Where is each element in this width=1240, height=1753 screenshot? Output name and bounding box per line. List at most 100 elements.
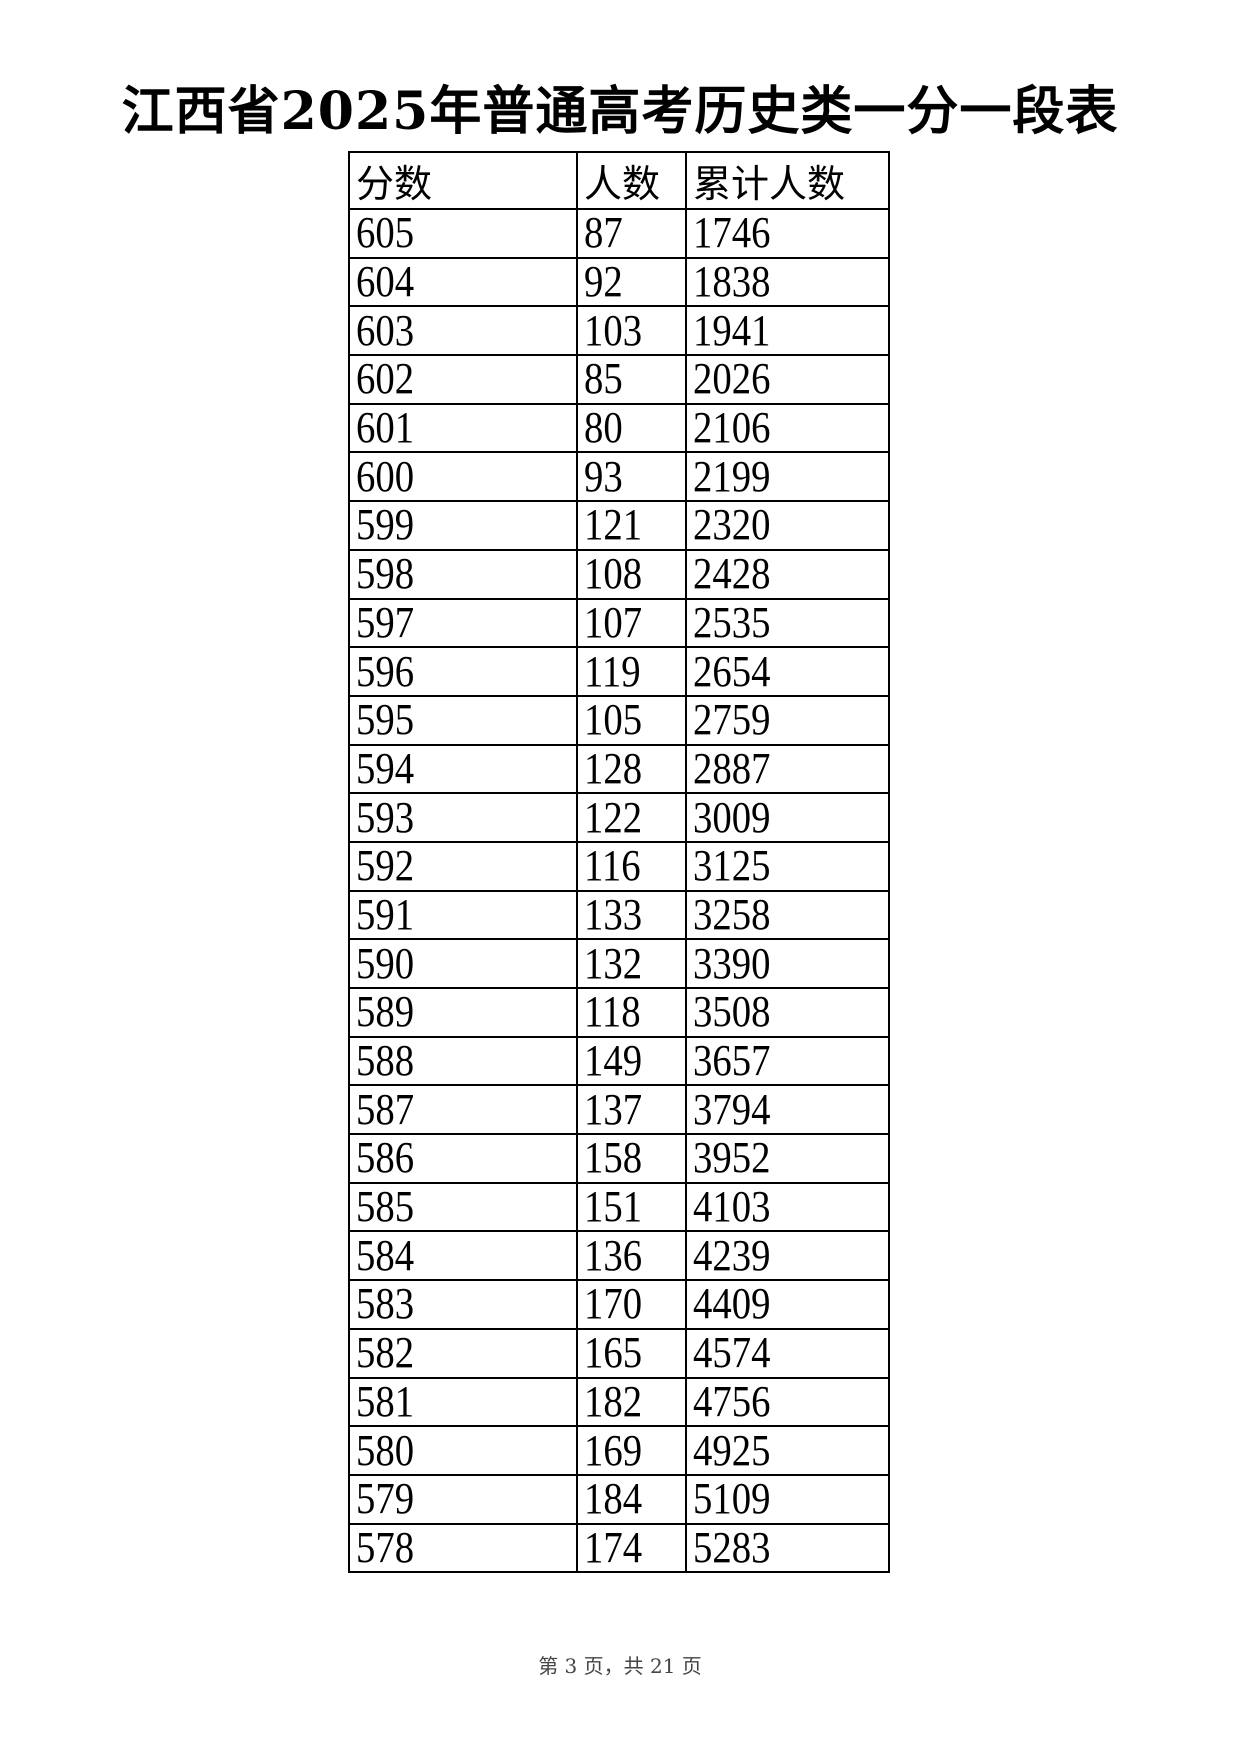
table-row: 588 149 3657	[348, 1035, 890, 1087]
count-cell: 108	[576, 548, 687, 600]
score-cell-text: 602	[356, 355, 415, 404]
table-row: 585 151 4103	[348, 1181, 890, 1233]
count-cell-text: 182	[584, 1377, 643, 1426]
count-cell: 118	[576, 987, 687, 1038]
count-cell-text: 93	[584, 452, 623, 501]
cumulative-cell: 4574	[685, 1327, 890, 1379]
cumulative-cell: 1746	[685, 208, 890, 259]
count-cell: 92	[576, 256, 687, 308]
cumulative-cell: 1941	[685, 305, 890, 357]
score-cell-text: 595	[356, 695, 415, 745]
table-row: 580 169 4925	[348, 1425, 890, 1476]
count-cell: 184	[576, 1473, 687, 1525]
score-cell: 598	[348, 548, 578, 600]
cumulative-cell: 4103	[685, 1181, 890, 1233]
count-cell: 169	[576, 1425, 687, 1476]
cumulative-cell-text: 2759	[693, 695, 771, 745]
score-cell-text: 596	[356, 647, 415, 696]
page-title: 江西省2025年普通高考历史类一分一段表	[121, 81, 1119, 142]
count-cell-text: 119	[584, 647, 641, 696]
count-cell: 151	[576, 1181, 687, 1233]
table-row: 598 108 2428	[348, 548, 890, 600]
count-cell: 93	[576, 451, 687, 503]
score-cell: 589	[348, 987, 578, 1038]
score-cell: 584	[348, 1230, 578, 1282]
count-cell-text: 108	[584, 549, 643, 599]
score-cell-text: 580	[356, 1426, 415, 1475]
count-cell-text: 103	[584, 306, 643, 355]
score-cell-text: 605	[356, 209, 415, 258]
count-cell: 80	[576, 402, 687, 454]
count-cell-text: 87	[584, 209, 623, 258]
table-row: 579 184 5109	[348, 1473, 890, 1525]
cumulative-cell: 3125	[685, 840, 890, 892]
cumulative-cell-text: 2535	[693, 598, 771, 647]
score-cell-text: 585	[356, 1182, 415, 1232]
count-cell: 122	[576, 792, 687, 843]
cumulative-cell: 2026	[685, 354, 890, 405]
table-body: 605 87 1746 604 92 1838 603 103 1941 602 85 2026 601…	[348, 208, 890, 1574]
score-cell: 594	[348, 743, 578, 795]
score-cell-text: 587	[356, 1085, 415, 1134]
table-row: 599 121 2320	[348, 500, 890, 551]
score-cell-text: 583	[356, 1280, 415, 1329]
score-cell-text: 598	[356, 549, 415, 599]
count-cell-text: 122	[584, 793, 643, 842]
count-cell: 121	[576, 500, 687, 551]
cumulative-cell: 2654	[685, 646, 890, 697]
count-cell: 182	[576, 1376, 687, 1428]
score-cell: 600	[348, 451, 578, 503]
cumulative-cell-text: 1746	[693, 209, 771, 258]
score-cell: 605	[348, 208, 578, 259]
count-cell-text: 149	[584, 1036, 643, 1086]
count-cell-text: 92	[584, 257, 623, 307]
cumulative-cell: 2199	[685, 451, 890, 503]
cumulative-cell-text: 1838	[693, 257, 771, 307]
cumulative-cell: 3794	[685, 1084, 890, 1136]
count-cell: 132	[576, 938, 687, 989]
count-cell: 137	[576, 1084, 687, 1136]
cumulative-cell-text: 2320	[693, 501, 771, 550]
cumulative-cell-text: 3794	[693, 1085, 771, 1134]
cumulative-cell: 3952	[685, 1133, 890, 1184]
score-cell: 604	[348, 256, 578, 308]
score-cell-text: 597	[356, 598, 415, 647]
score-cell: 599	[348, 500, 578, 551]
cumulative-cell-text: 3009	[693, 793, 771, 842]
cumulative-cell-text: 1941	[693, 306, 771, 355]
count-cell-text: 118	[584, 988, 641, 1037]
count-cell: 136	[576, 1230, 687, 1282]
cumulative-cell: 5109	[685, 1473, 890, 1525]
table-row: 601 80 2106	[348, 402, 890, 454]
cumulative-cell-text: 2026	[693, 355, 771, 404]
count-cell-text: 136	[584, 1231, 643, 1280]
cumulative-cell-text: 4239	[693, 1231, 771, 1280]
table-row: 602 85 2026	[348, 354, 890, 405]
cumulative-cell-text: 2106	[693, 403, 771, 453]
count-cell: 87	[576, 208, 687, 259]
table-row: 589 118 3508	[348, 987, 890, 1038]
cumulative-cell: 2759	[685, 694, 890, 746]
cumulative-cell-text: 5283	[693, 1523, 771, 1572]
score-cell-text: 593	[356, 793, 415, 842]
table-row: 586 158 3952	[348, 1133, 890, 1184]
cumulative-cell-text: 3952	[693, 1134, 771, 1183]
table-row: 604 92 1838	[348, 256, 890, 308]
header-count: 人数	[576, 151, 687, 210]
count-cell: 133	[576, 889, 687, 941]
score-cell: 603	[348, 305, 578, 357]
cumulative-cell: 4925	[685, 1425, 890, 1476]
score-cell-text: 592	[356, 841, 415, 891]
count-cell-text: 169	[584, 1426, 643, 1475]
score-cell: 596	[348, 646, 578, 697]
score-cell: 579	[348, 1473, 578, 1525]
cumulative-cell-text: 3508	[693, 988, 771, 1037]
header-score: 分数	[348, 151, 578, 210]
count-cell-text: 121	[584, 501, 643, 550]
table-row: 587 137 3794	[348, 1084, 890, 1136]
cumulative-cell: 2887	[685, 743, 890, 795]
cumulative-cell: 3508	[685, 987, 890, 1038]
count-cell: 107	[576, 597, 687, 649]
count-cell-text: 116	[584, 841, 641, 891]
score-cell-text: 599	[356, 501, 415, 550]
